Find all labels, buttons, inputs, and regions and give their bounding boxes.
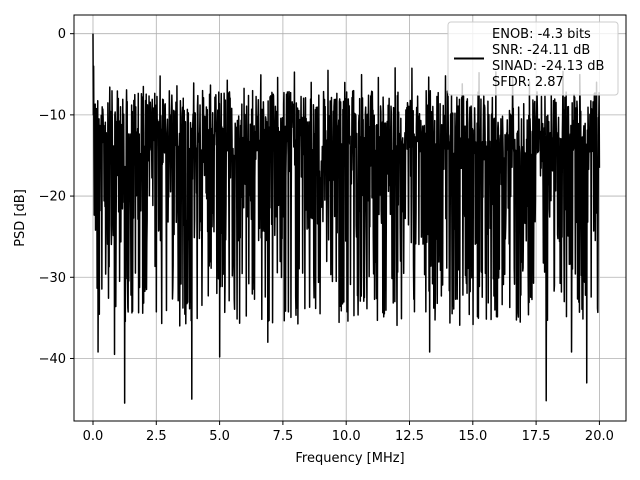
y-axis-ticks: 0 −10 −20 −30 −40: [39, 27, 74, 367]
x-tick-label: 2.5: [146, 429, 167, 444]
psd-series-line: [92, 33, 601, 404]
x-tick-label: 7.5: [273, 429, 294, 444]
x-tick-label: 5.0: [209, 429, 230, 444]
y-tick-label: −20: [39, 190, 66, 205]
x-tick-label: 20.0: [585, 429, 614, 444]
x-axis-ticks: 0.0 2.5 5.0 7.5 10.0 12.5 15.0 17.5 20.0: [83, 421, 614, 444]
x-tick-label: 12.5: [395, 429, 424, 444]
x-tick-label: 0.0: [83, 429, 104, 444]
x-tick-label: 17.5: [522, 429, 551, 444]
x-axis-label: Frequency [MHz]: [295, 451, 404, 466]
y-axis-label: PSD [dB]: [13, 189, 28, 247]
plot-frame: [73, 14, 627, 422]
y-tick-label: 0: [58, 27, 66, 42]
legend-entry-snr: SNR: -24.11 dB: [492, 43, 590, 58]
y-tick-label: −40: [39, 352, 66, 367]
legend: ENOB: -4.3 bits SNR: -24.11 dB SINAD: -2…: [447, 21, 619, 96]
legend-entry-sinad: SINAD: -24.13 dB: [492, 59, 604, 74]
plot-area: [92, 33, 601, 404]
y-tick-label: −30: [39, 271, 66, 286]
legend-entry-sfdr: SFDR: 2.87: [492, 75, 564, 90]
y-tick-label: −10: [39, 108, 66, 123]
legend-box: [447, 21, 619, 96]
legend-entry-enob: ENOB: -4.3 bits: [492, 27, 591, 42]
x-tick-label: 10.0: [332, 429, 361, 444]
x-tick-label: 15.0: [458, 429, 487, 444]
